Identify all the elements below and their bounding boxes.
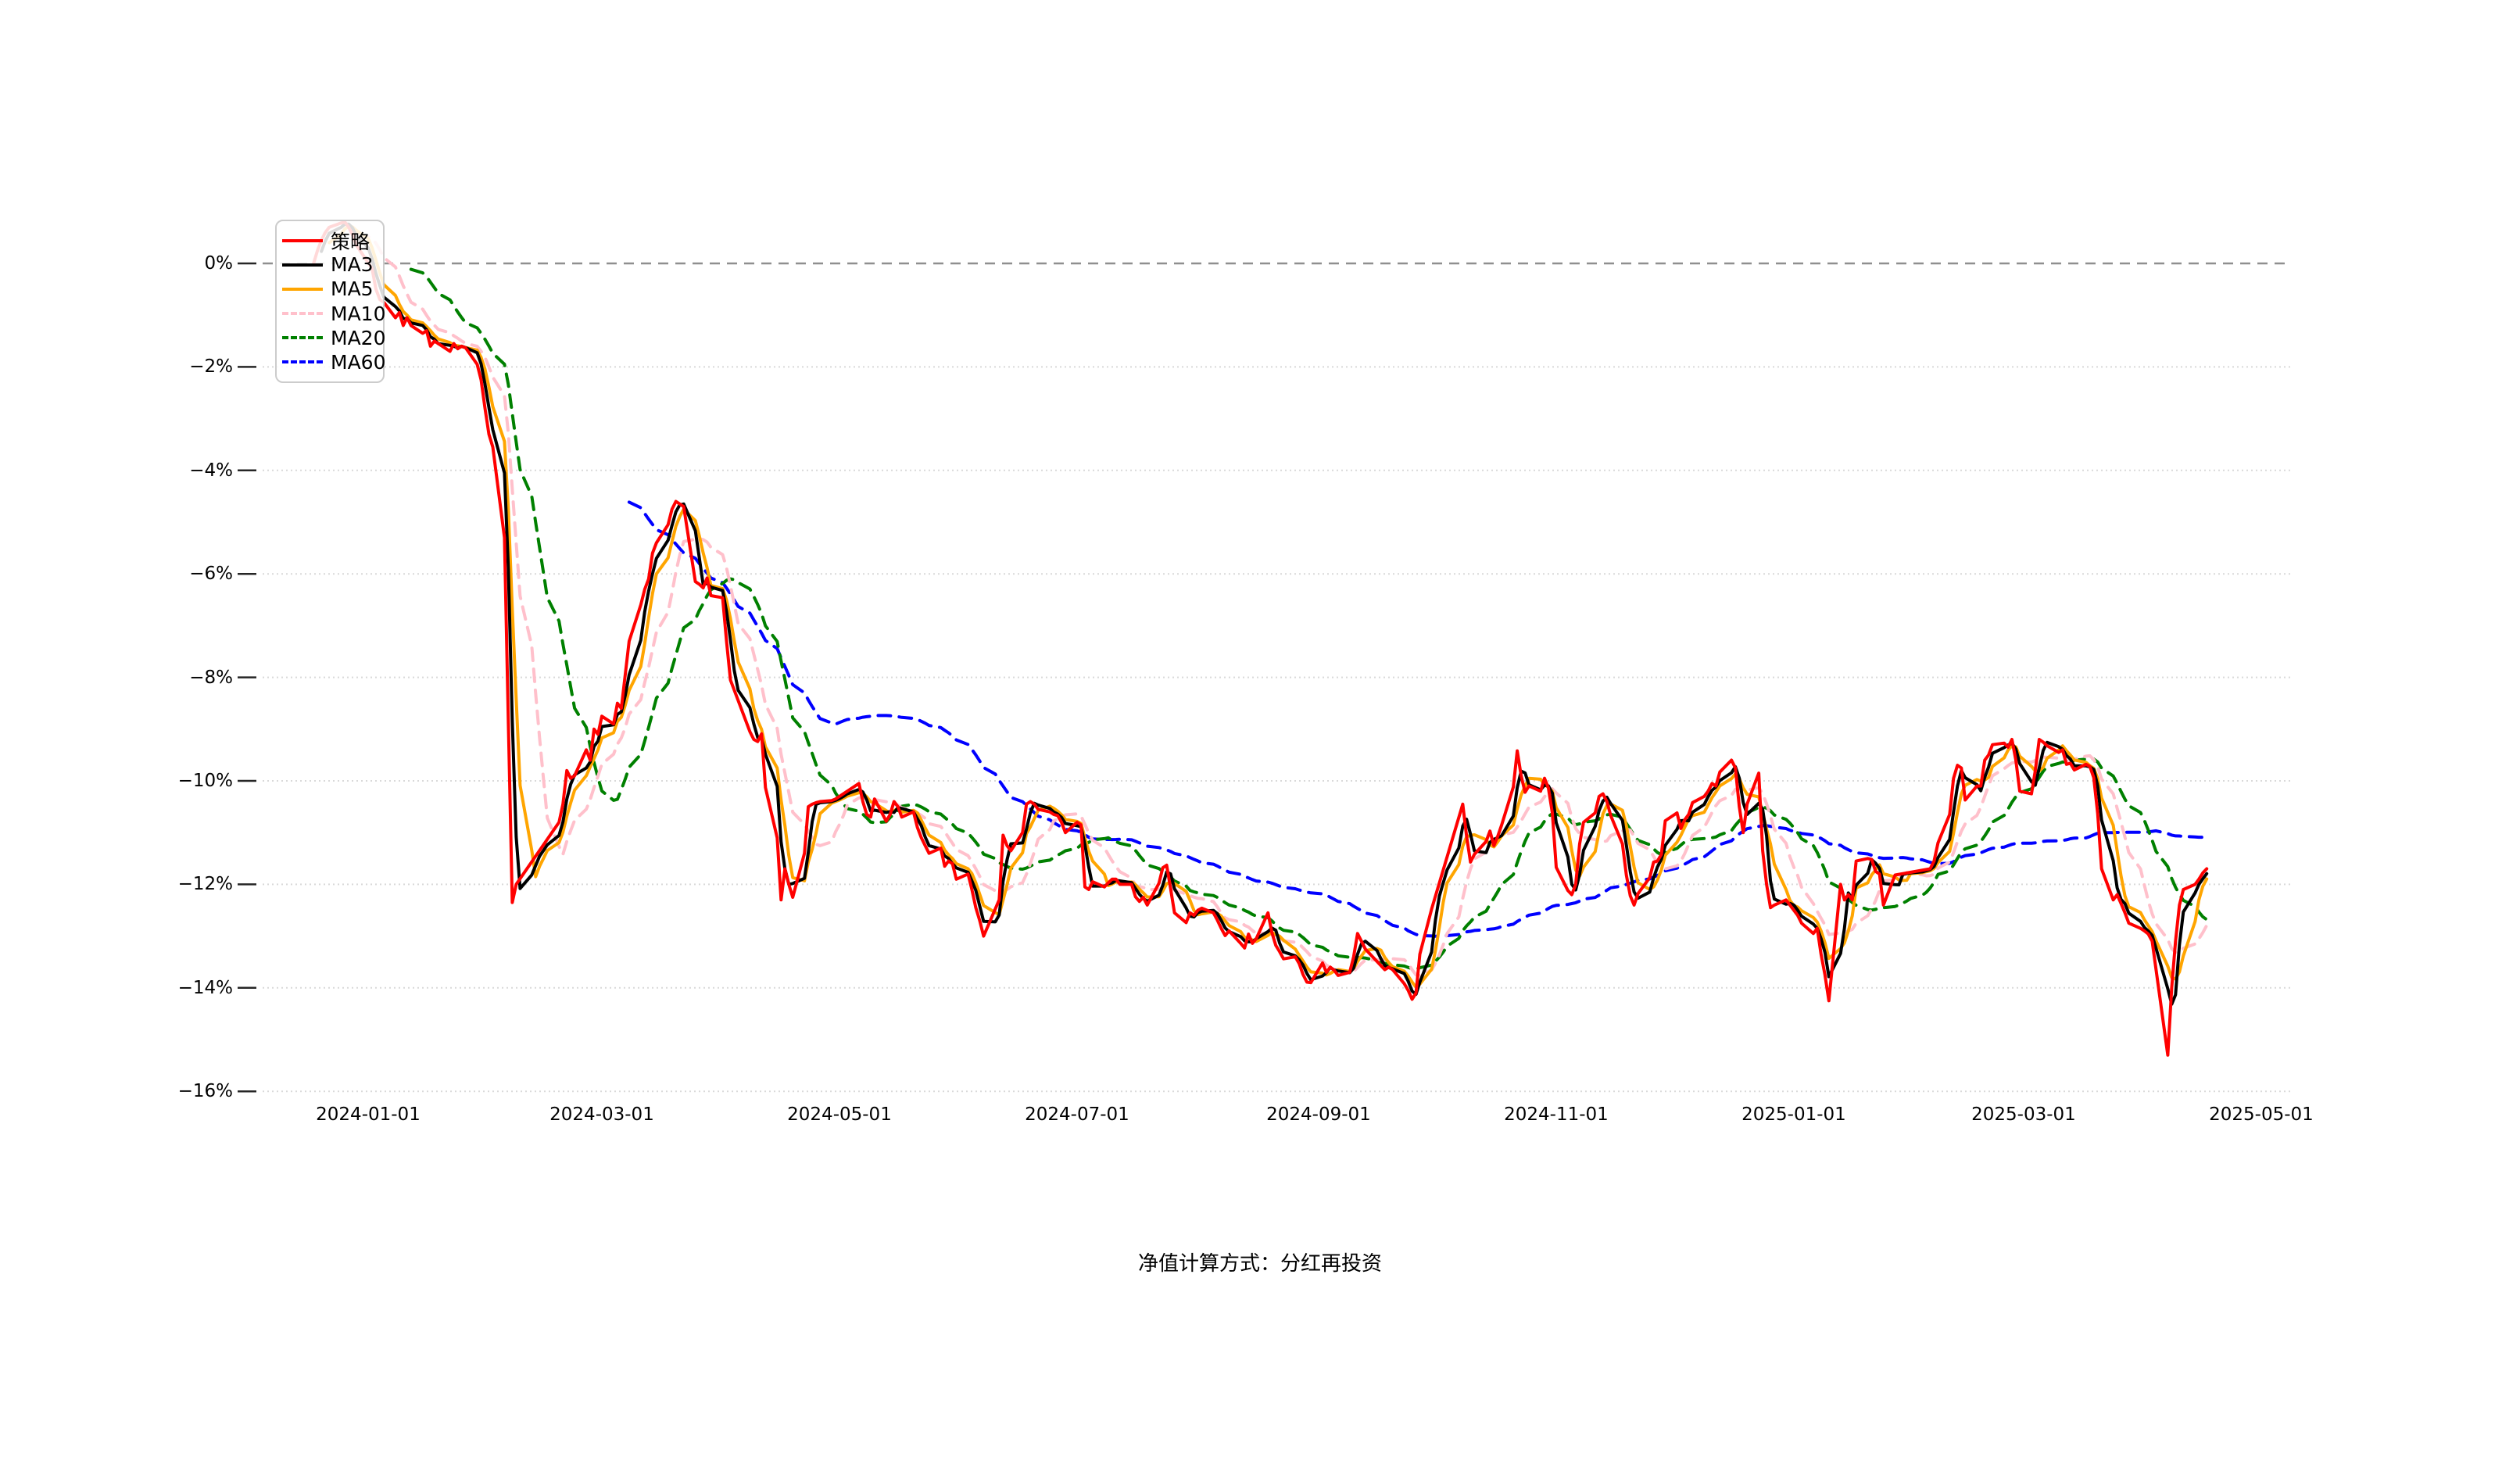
- y-tick-label: −10%: [177, 771, 233, 791]
- legend-item-strategy: 策略: [282, 228, 383, 253]
- legend-item-ma60: MA60: [282, 350, 386, 374]
- strategy-line-swatch-icon: [282, 238, 323, 242]
- series-line-strategy: [312, 220, 2209, 1057]
- legend-item-ma20: MA20: [282, 326, 386, 350]
- x-tick-label: 2025-03-01: [1971, 1104, 2076, 1125]
- nav-calculation-caption: 净值计算方式：分红再投资: [1137, 1252, 1382, 1276]
- ma5-line-swatch-icon: [282, 287, 323, 291]
- y-tick-label: −6%: [189, 564, 233, 585]
- y-tick-label: −4%: [189, 460, 233, 481]
- grid-layer: [238, 262, 2290, 1093]
- series-line-ma5: [328, 224, 2209, 989]
- ma3-line-swatch-icon: [282, 263, 323, 267]
- legend-label: MA5: [331, 277, 374, 301]
- x-tick-label: 2025-05-01: [2209, 1104, 2314, 1125]
- chart-legend: 策略 MA3 MA5 MA10 MA20 MA60: [275, 220, 385, 383]
- y-tick-label: −8%: [189, 667, 233, 688]
- x-tick-label: 2025-01-01: [1741, 1104, 1846, 1125]
- series-line-ma10: [355, 234, 2209, 977]
- y-tick-label: −2%: [189, 356, 233, 378]
- legend-item-ma3: MA3: [282, 252, 383, 277]
- legend-label: MA10: [331, 302, 386, 325]
- x-tick-label: 2024-07-01: [1025, 1104, 1129, 1125]
- x-tick-label: 2024-01-01: [316, 1104, 421, 1125]
- legend-label: 策略: [331, 230, 370, 253]
- legend-item-ma5: MA5: [282, 277, 383, 301]
- legend-label: MA20: [331, 326, 386, 349]
- legend-label: MA60: [331, 350, 386, 374]
- ma20-line-swatch-icon: [282, 336, 323, 340]
- ma10-line-swatch-icon: [282, 312, 323, 316]
- x-tick-label: 2024-11-01: [1504, 1104, 1609, 1125]
- y-tick-label: 0%: [204, 253, 234, 274]
- y-tick-label: −14%: [177, 977, 233, 998]
- series-line-ma3: [320, 222, 2209, 1006]
- x-tick-label: 2024-09-01: [1266, 1104, 1371, 1125]
- legend-item-ma10: MA10: [282, 302, 386, 326]
- legend-label: MA3: [331, 253, 374, 277]
- series-line-ma60: [627, 500, 2209, 938]
- y-tick-label: −12%: [177, 874, 233, 895]
- x-tick-label: 2024-05-01: [787, 1104, 892, 1125]
- x-tick-label: 2024-03-01: [549, 1104, 654, 1125]
- y-tick-label: −16%: [177, 1081, 233, 1102]
- ma60-line-swatch-icon: [282, 360, 323, 364]
- series-layer: [312, 220, 2209, 1057]
